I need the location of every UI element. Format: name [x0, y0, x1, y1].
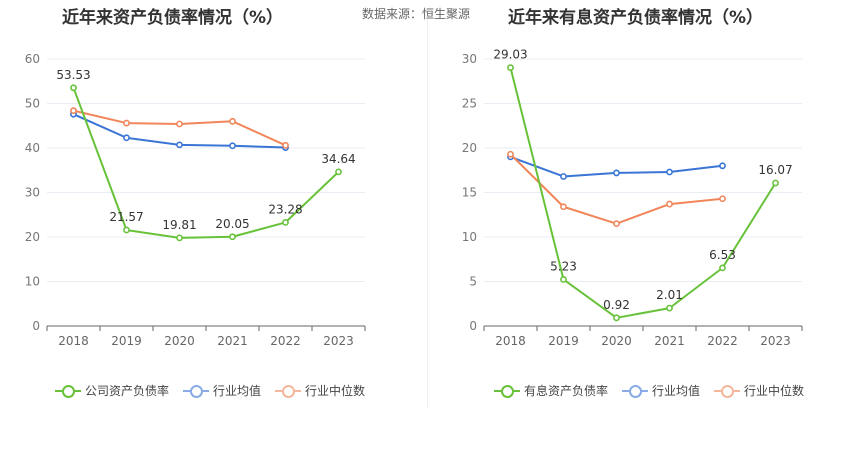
- y-tick-label: 30: [25, 186, 40, 200]
- data-label: 16.07: [758, 163, 792, 177]
- legend-item-industry_median[interactable]: 行业中位数: [714, 382, 804, 399]
- legend-item-company[interactable]: 公司资产负债率: [55, 382, 169, 399]
- industry_median-point: [176, 120, 183, 128]
- y-tick-label: 60: [25, 52, 40, 66]
- legend-left: 公司资产负债率 行业均值 行业中位数: [55, 382, 379, 399]
- company-point: [123, 226, 130, 234]
- data-label: 19.81: [162, 218, 196, 232]
- y-tick-label: 0: [32, 319, 40, 333]
- industry_median-point: [507, 150, 514, 158]
- y-tick-label: 0: [469, 319, 477, 333]
- industry_median-point: [719, 195, 726, 203]
- industry_avg-point: [666, 168, 673, 176]
- company-point: [560, 276, 567, 283]
- y-tick-label: 30: [462, 52, 477, 66]
- data-label: 20.05: [215, 217, 249, 231]
- legend-item-company[interactable]: 有息资产负债率: [494, 382, 608, 399]
- industry_median-point: [666, 200, 673, 208]
- data-label: 5.23: [550, 259, 577, 273]
- y-tick-label: 50: [25, 97, 40, 111]
- data-label: 2.01: [656, 288, 683, 302]
- x-tick-label: 2019: [111, 334, 142, 348]
- legend-item-industry_median[interactable]: 行业中位数: [275, 382, 365, 399]
- legend-label: 公司资产负债率: [85, 384, 170, 398]
- y-tick-label: 5: [469, 275, 477, 289]
- y-tick-label: 25: [462, 97, 477, 111]
- industry_avg-point: [719, 162, 726, 170]
- legend-marker-icon: [494, 384, 520, 398]
- company-point: [229, 233, 236, 241]
- industry_avg-point: [123, 134, 130, 142]
- industry_avg-point: [613, 169, 620, 177]
- industry_median-point: [282, 141, 289, 149]
- data-label: 34.64: [321, 152, 355, 166]
- x-tick-label: 2020: [164, 334, 195, 348]
- legend-marker-icon: [622, 384, 649, 398]
- legend-marker-icon: [275, 384, 302, 398]
- company-point: [719, 264, 726, 272]
- legend-item-industry_avg[interactable]: 行业均值: [622, 382, 700, 399]
- data-label: 6.53: [709, 248, 736, 262]
- industry_median-line: [509, 153, 723, 225]
- y-tick-label: 20: [462, 141, 477, 155]
- y-tick-label: 20: [25, 230, 40, 244]
- data-label: 23.28: [268, 202, 302, 216]
- industry_median-point: [613, 220, 620, 228]
- company-point: [70, 84, 77, 92]
- data-label: 0.92: [603, 298, 630, 312]
- industry_avg-point: [560, 173, 567, 180]
- legend-marker-icon: [714, 384, 741, 398]
- data-label: 29.03: [493, 48, 527, 62]
- x-tick-label: 2023: [323, 334, 354, 348]
- chart-title-right: 近年来有息资产负债率情况（%）: [508, 8, 764, 28]
- data-label: 21.57: [109, 210, 143, 224]
- industry_median-point: [560, 203, 567, 211]
- legend-right: 有息资产负债率 行业均值 行业中位数: [494, 382, 818, 399]
- x-tick-label: 2018: [58, 334, 89, 348]
- industry_avg-point: [176, 141, 183, 149]
- legend-label: 行业均值: [213, 384, 262, 398]
- company-point: [282, 219, 289, 226]
- company-line: [509, 67, 777, 319]
- company-point: [613, 314, 620, 322]
- legend-label: 有息资产负债率: [524, 384, 609, 398]
- legend-label: 行业中位数: [744, 384, 805, 398]
- company-point: [335, 168, 342, 176]
- legend-marker-icon: [183, 384, 210, 398]
- company-point: [176, 234, 183, 242]
- x-tick-label: 2021: [217, 334, 248, 348]
- industry_median-point: [123, 119, 130, 127]
- industry_avg-point: [229, 142, 236, 150]
- legend-marker-icon: [55, 384, 81, 398]
- chart-title-left: 近年来资产负债率情况（%）: [62, 8, 284, 28]
- y-tick-label: 15: [462, 186, 477, 200]
- data-source-label: 数据来源：恒生聚源: [362, 7, 471, 21]
- company-point: [772, 179, 779, 187]
- company-point: [666, 304, 673, 312]
- x-tick-label: 2018: [495, 334, 526, 348]
- x-tick-label: 2022: [707, 334, 738, 348]
- y-tick-label: 10: [462, 230, 477, 244]
- y-tick-label: 40: [25, 141, 40, 155]
- industry_median-point: [229, 117, 236, 125]
- x-tick-label: 2020: [601, 334, 632, 348]
- legend-label: 行业均值: [652, 384, 701, 398]
- x-tick-label: 2022: [270, 334, 301, 348]
- x-tick-label: 2019: [548, 334, 579, 348]
- chart-divider: [427, 20, 428, 408]
- x-tick-label: 2023: [760, 334, 791, 348]
- x-tick-label: 2021: [654, 334, 685, 348]
- y-tick-label: 10: [25, 275, 40, 289]
- company-line: [72, 87, 340, 239]
- company-point: [507, 64, 514, 72]
- data-label: 53.53: [56, 68, 90, 82]
- legend-item-industry_avg[interactable]: 行业均值: [183, 382, 261, 399]
- legend-label: 行业中位数: [305, 384, 366, 398]
- industry_median-point: [70, 107, 77, 115]
